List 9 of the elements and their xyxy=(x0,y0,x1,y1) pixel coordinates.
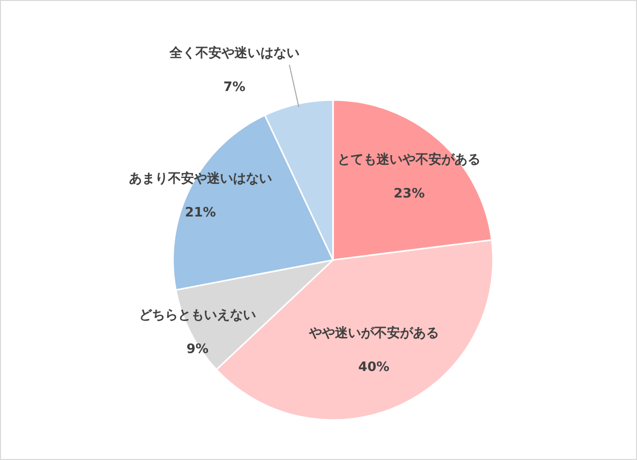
data-label: 7% xyxy=(223,80,246,95)
data-label: 9% xyxy=(186,342,209,358)
slice-label: やや迷いが不安がある xyxy=(308,324,439,341)
data-label: 21% xyxy=(184,205,216,220)
data-label: 23% xyxy=(394,186,425,202)
slice-label: 全く不安や迷いはない xyxy=(168,44,300,61)
slice-label: どちらともいえない xyxy=(139,308,256,324)
data-label: 40% xyxy=(358,360,390,375)
slice-label: とても迷いや不安がある xyxy=(338,152,481,168)
